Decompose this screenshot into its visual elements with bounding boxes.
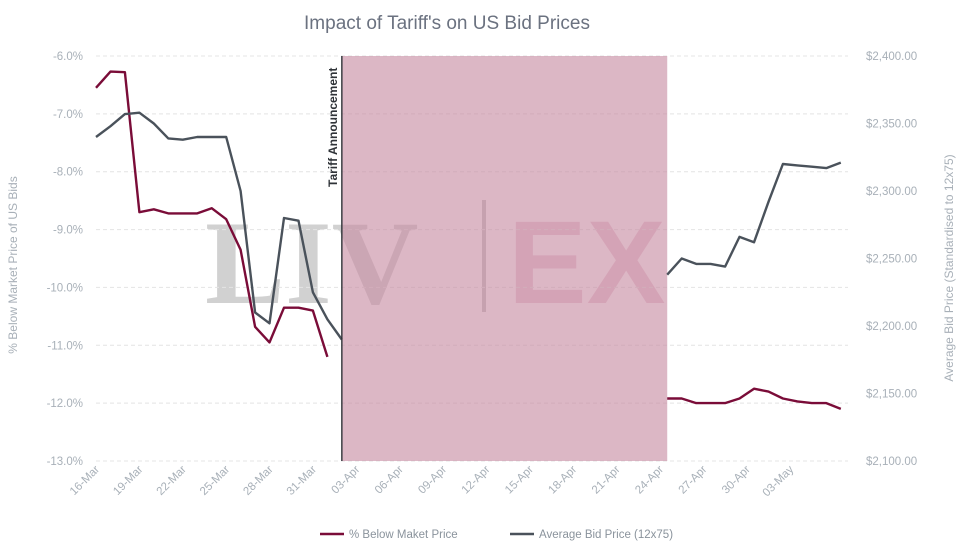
x-tick: 27-Apr xyxy=(677,464,710,497)
legend: % Below Maket Price Average Bid Price (1… xyxy=(320,529,673,541)
y-left-tick: -12.0% xyxy=(47,398,83,410)
x-tick: 12-Apr xyxy=(460,464,493,497)
x-tick: 16-Mar xyxy=(68,464,102,498)
x-tick: 28-Mar xyxy=(241,464,275,498)
y-left-tick: -9.0% xyxy=(53,225,83,237)
y-right-tick: $2,300.00 xyxy=(866,186,917,198)
y-right-tick: $2,150.00 xyxy=(866,389,917,401)
x-tick: 03-May xyxy=(761,463,797,499)
legend-label-pct: % Below Maket Price xyxy=(349,529,458,541)
y-left-tick: -6.0% xyxy=(53,51,83,63)
y-right-tick: $2,100.00 xyxy=(866,456,917,468)
y-left-tick: -11.0% xyxy=(47,340,83,352)
y-right-tick: $2,350.00 xyxy=(866,119,917,131)
x-tick: 15-Apr xyxy=(503,464,536,497)
x-tick: 30-Apr xyxy=(720,464,753,497)
chart-title: Impact of Tariff's on US Bid Prices xyxy=(304,13,590,34)
x-tick-labels: 16-Mar 19-Mar 22-Mar 25-Mar 28-Mar 31-Mar 03-A… xyxy=(68,463,797,499)
x-tick: 22-Mar xyxy=(155,464,189,498)
y-left-tick-labels: -6.0% -7.0% -8.0% -9.0% -10.0% -11.0% -12.0% -1… xyxy=(47,51,83,468)
x-tick: 25-Mar xyxy=(198,464,232,498)
x-tick: 24-Apr xyxy=(633,464,666,497)
y-left-tick: -13.0% xyxy=(47,456,83,468)
x-tick: 19-Mar xyxy=(111,464,145,498)
x-tick: 09-Apr xyxy=(416,464,449,497)
y-right-axis-title: Average Bid Price (Standardised to 12x75… xyxy=(942,154,956,381)
tariff-shaded-region xyxy=(341,56,668,461)
y-left-tick: -8.0% xyxy=(53,167,83,179)
x-tick: 06-Apr xyxy=(373,464,406,497)
avg-bid-price-line-seg0 xyxy=(95,111,343,341)
pct-below-market-line-seg1 xyxy=(667,387,842,411)
y-right-tick-labels: $2,400.00 $2,350.00 $2,300.00 $2,250.00 $2,2… xyxy=(866,51,917,468)
y-right-tick: $2,250.00 xyxy=(866,254,917,266)
y-left-tick: -10.0% xyxy=(47,282,83,294)
y-left-tick: -7.0% xyxy=(53,109,83,121)
legend-label-avg: Average Bid Price (12x75) xyxy=(539,529,673,541)
series-layer xyxy=(95,70,842,411)
x-tick: 31-Mar xyxy=(285,464,319,498)
pct-below-market-line-seg0 xyxy=(95,70,329,358)
x-tick: 18-Apr xyxy=(546,464,579,497)
y-right-tick: $2,200.00 xyxy=(866,321,917,333)
avg-bid-price-line-seg1 xyxy=(666,161,842,276)
y-right-tick: $2,400.00 xyxy=(866,51,917,63)
tariff-announcement-label: Tariff Announcement xyxy=(326,68,340,187)
x-tick: 21-Apr xyxy=(590,464,623,497)
y-left-axis-title: % Below Market Price of US Bids xyxy=(6,176,20,353)
x-tick: 03-Apr xyxy=(330,464,363,497)
